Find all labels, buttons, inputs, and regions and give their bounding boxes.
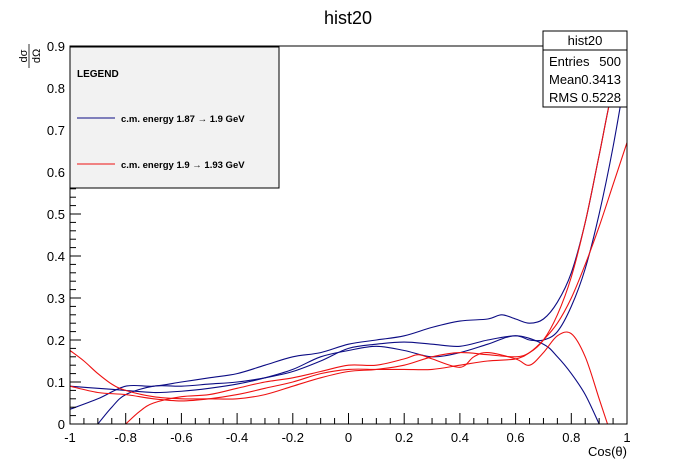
y-axis-label-denominator: dΩ <box>31 49 43 63</box>
y-axis: 0 0.1 0.2 0.3 0.4 0.5 0.6 0.7 0.8 0.9 <box>47 39 81 432</box>
x-tick-label: -0.6 <box>170 430 192 445</box>
legend-label-series-1: c.m. energy 1.87 → 1.9 GeV <box>121 114 245 125</box>
x-tick-label: -1 <box>64 430 76 445</box>
legend: LEGEND c.m. energy 1.87 → 1.9 GeV c.m. e… <box>69 46 280 189</box>
y-tick-label: 0.7 <box>47 123 65 138</box>
stats-mean-value: 0.3413 <box>581 72 621 87</box>
y-tick-label: 0.2 <box>47 333 65 348</box>
y-tick-label: 0.8 <box>47 81 65 96</box>
x-tick-label: -0.4 <box>226 430 248 445</box>
legend-title: LEGEND <box>77 69 119 80</box>
x-tick-label: 0 <box>345 430 352 445</box>
x-axis-label: Cos(θ) <box>588 444 627 459</box>
legend-label-series-2: c.m. energy 1.9 → 1.93 GeV <box>121 160 245 171</box>
stats-rms-value: 0.5228 <box>581 90 621 105</box>
y-tick-label: 0.1 <box>47 375 65 390</box>
x-tick-label: 0.8 <box>562 430 580 445</box>
x-tick-label: -0.8 <box>114 430 136 445</box>
y-tick-label: 0.4 <box>47 249 65 264</box>
stats-rms-label: RMS <box>549 90 578 105</box>
y-axis-label-numerator: dσ <box>18 49 30 62</box>
y-tick-label: 0.3 <box>47 291 65 306</box>
curves-layer <box>69 50 628 425</box>
chart-title: hist20 <box>324 8 372 28</box>
stats-box-frame <box>542 30 628 108</box>
series-line-6 <box>125 331 609 425</box>
stats-box-title: hist20 <box>568 33 603 48</box>
series-line-5 <box>69 142 628 402</box>
y-tick-label: 0 <box>58 417 65 432</box>
y-axis-label: dσ dΩ <box>18 44 43 68</box>
series-line-3 <box>69 335 600 425</box>
x-tick-label: 0.2 <box>395 430 413 445</box>
series-line-1 <box>69 54 628 410</box>
series-line-2 <box>97 66 628 425</box>
stats-box: hist20 Entries 500 Mean 0.3413 RMS 0.522… <box>542 30 628 108</box>
x-axis: -1 -0.8 -0.6 -0.4 -0.2 0 0.2 0.4 0.6 0.8 1 <box>64 413 631 445</box>
x-tick-label: -0.2 <box>282 430 304 445</box>
stats-entries-value: 500 <box>599 54 621 69</box>
y-tick-label: 0.6 <box>47 165 65 180</box>
stats-mean-label: Mean <box>549 72 582 87</box>
x-tick-label: 0.6 <box>507 430 525 445</box>
x-tick-label: 0.4 <box>451 430 469 445</box>
y-tick-label: 0.5 <box>47 207 65 222</box>
y-tick-label: 0.9 <box>47 39 65 54</box>
x-tick-label: 1 <box>623 430 630 445</box>
stats-entries-label: Entries <box>549 54 590 69</box>
